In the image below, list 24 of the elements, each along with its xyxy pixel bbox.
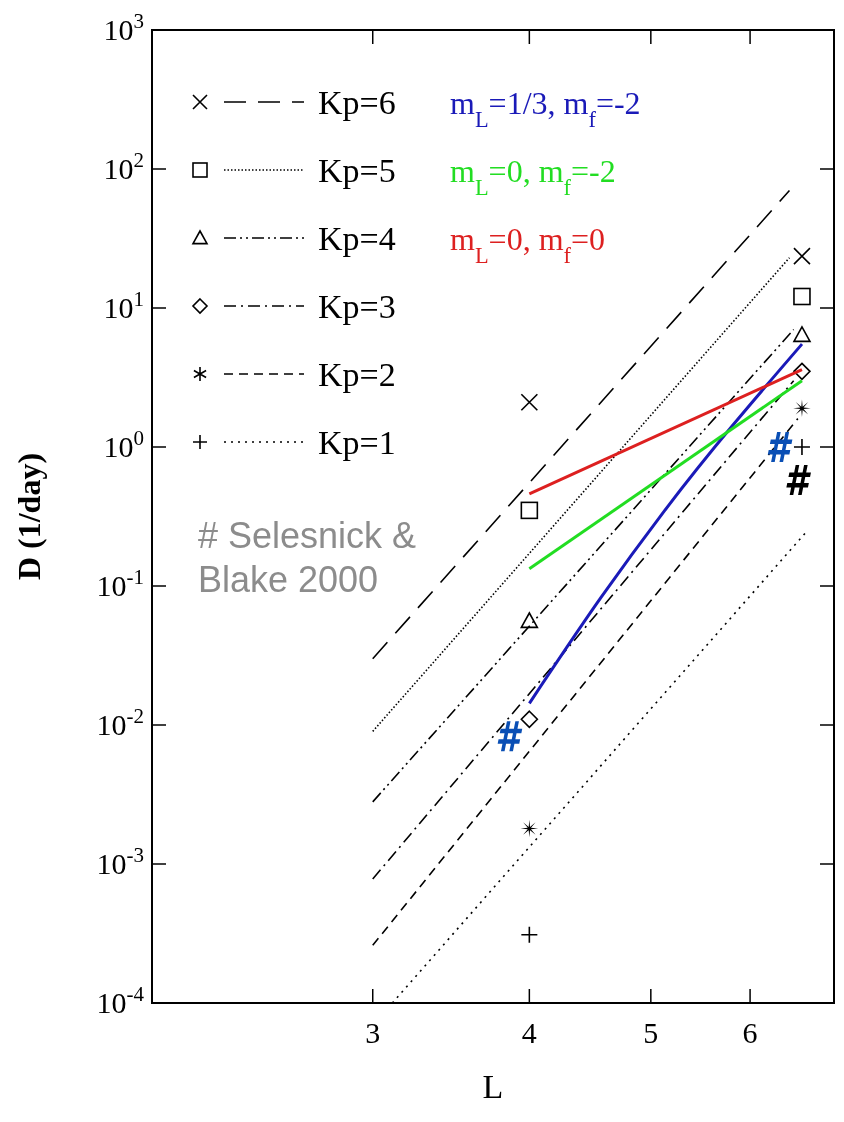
legend-label: Kp=4 (318, 220, 396, 257)
legend-label: Kp=2 (318, 356, 396, 393)
y-tick-label: 10$^{0}$ (103, 426, 144, 463)
legend-label: Kp=5 (318, 152, 396, 189)
y-tick-label: 10$^{2}$ (103, 148, 144, 185)
legend-label: Kp=6 (318, 84, 396, 121)
text: m$_{L}$=1/3, m$_{f}$=-2 (450, 85, 641, 132)
x-tick-label: 5 (643, 1016, 659, 1049)
legend-label: Kp=1 (318, 424, 396, 461)
y-tick-label: 10$^{3}$ (103, 9, 144, 46)
y-tick-label: 10$^{-3}$ (96, 843, 144, 880)
y-tick-label: 10$^{1}$ (103, 287, 144, 324)
x-tick-label: 4 (521, 1016, 537, 1049)
x-tick-label: 6 (742, 1016, 758, 1049)
y-tick-label: 10$^{-1}$ (96, 565, 144, 602)
y-tick-label: 10$^{-2}$ (96, 704, 144, 741)
legend-label: Kp=3 (318, 288, 396, 325)
text: m$_{L}$=0, m$_{f}$=-2 (450, 153, 616, 200)
y-tick-label: 10$^{-4}$ (96, 982, 145, 1019)
annotation: # Selesnick & Blake 2000 (198, 515, 417, 600)
text: m$_{L}$=0, m$_{f}$=0 (450, 221, 606, 268)
x-tick-label: 3 (365, 1016, 381, 1049)
x-axis-title: L (482, 1068, 504, 1105)
y-axis-title: D (1/day) (11, 452, 47, 581)
